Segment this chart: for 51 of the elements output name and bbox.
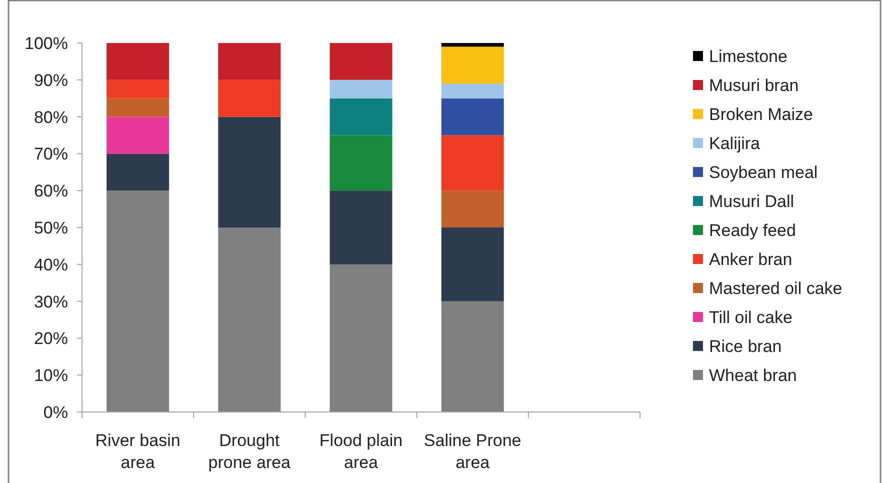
bar bbox=[106, 80, 170, 98]
legend-label: Rice bran bbox=[709, 337, 782, 356]
y-tick-label: 40% bbox=[34, 255, 68, 274]
y-tick-label: 0% bbox=[43, 403, 68, 422]
x-tick-label: Saline Prone area bbox=[424, 431, 522, 472]
y-tick-label: 100% bbox=[24, 34, 68, 53]
bar bbox=[441, 98, 504, 136]
x-tick-label: Flood plain area bbox=[319, 431, 403, 472]
y-tick-label: 70% bbox=[34, 144, 68, 164]
y-tick-label: 20% bbox=[34, 329, 68, 348]
legend-label: Wheat bran bbox=[709, 366, 797, 385]
legend-label: Limestone bbox=[709, 47, 788, 66]
bar bbox=[441, 84, 504, 98]
bar bbox=[441, 228, 504, 302]
bar bbox=[218, 228, 281, 412]
y-tick-label: 10% bbox=[34, 366, 68, 386]
y-tick-label: 60% bbox=[34, 182, 68, 201]
y-tick-label: 80% bbox=[34, 108, 68, 127]
legend-label: Anker bran bbox=[709, 250, 792, 269]
bar bbox=[106, 98, 170, 117]
legend-label: Broken Maize bbox=[709, 105, 813, 124]
bar bbox=[441, 135, 504, 191]
bar bbox=[106, 190, 170, 412]
legend-label: Mastered oil cake bbox=[709, 279, 842, 298]
y-tick-label: 90% bbox=[34, 70, 68, 90]
bar bbox=[218, 80, 281, 117]
bar bbox=[330, 43, 392, 80]
bar bbox=[441, 301, 504, 412]
bar bbox=[106, 116, 170, 154]
bar bbox=[330, 190, 392, 264]
bar bbox=[330, 80, 392, 98]
legend-label: Soybean meal bbox=[709, 163, 818, 182]
bar bbox=[441, 43, 504, 47]
legend-label: Kalijira bbox=[709, 134, 761, 153]
bar bbox=[441, 46, 504, 84]
x-tick-label: River basin area bbox=[95, 431, 180, 472]
bar bbox=[330, 264, 392, 412]
x-tick-label: Drought prone area bbox=[208, 431, 292, 472]
bar bbox=[218, 43, 281, 80]
bar bbox=[106, 43, 170, 80]
y-tick-label: 30% bbox=[34, 292, 68, 312]
y-tick-label: 50% bbox=[34, 218, 68, 238]
legend-label: Ready feed bbox=[709, 221, 796, 240]
bar bbox=[330, 135, 392, 191]
bar bbox=[106, 154, 170, 191]
legend-label: Musuri bran bbox=[709, 76, 799, 95]
bar bbox=[441, 190, 504, 228]
legend-label: Till oil cake bbox=[709, 308, 792, 327]
legend-label: Musuri Dall bbox=[709, 192, 794, 211]
bar bbox=[218, 116, 281, 228]
bar bbox=[330, 98, 392, 136]
